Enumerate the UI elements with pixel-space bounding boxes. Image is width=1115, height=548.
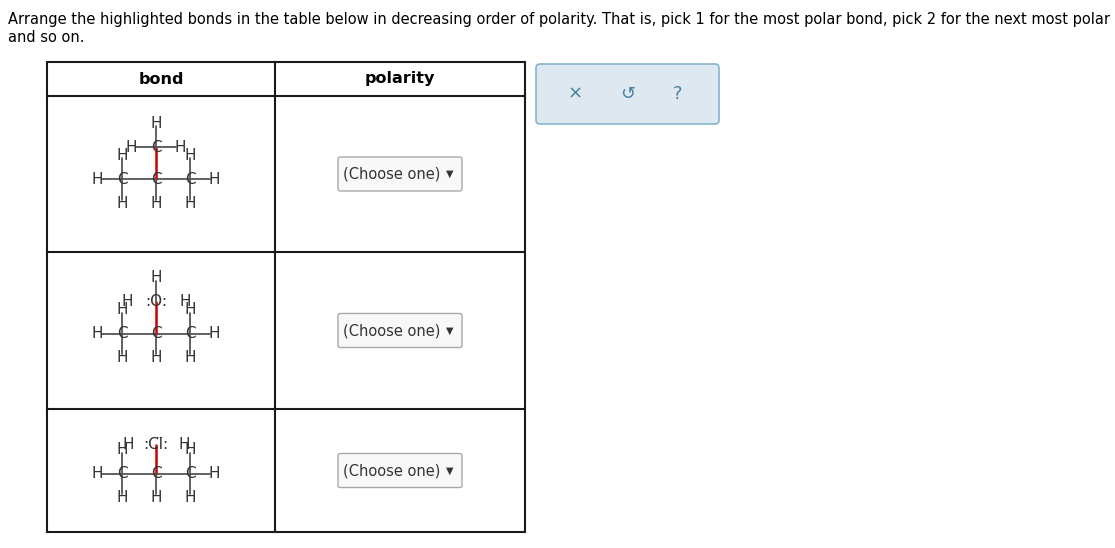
Text: ?: ?: [672, 85, 682, 103]
Text: H: H: [91, 172, 104, 186]
Text: ▼: ▼: [446, 465, 454, 476]
Text: H: H: [209, 172, 221, 186]
Text: ▼: ▼: [446, 169, 454, 179]
Text: H: H: [180, 294, 191, 309]
Text: ↺: ↺: [620, 85, 636, 103]
Text: ▼: ▼: [446, 326, 454, 335]
Text: H: H: [91, 326, 104, 341]
Text: C: C: [117, 326, 127, 341]
Text: C: C: [151, 172, 162, 186]
Text: C: C: [151, 140, 162, 155]
Text: H: H: [126, 140, 137, 155]
Text: polarity: polarity: [365, 71, 435, 87]
Text: H: H: [184, 196, 196, 210]
Text: H: H: [178, 437, 190, 452]
Text: (Choose one): (Choose one): [343, 463, 440, 478]
Bar: [47, 62, 525, 532]
Text: H: H: [91, 466, 104, 481]
Text: and so on.: and so on.: [8, 30, 85, 45]
Text: C: C: [151, 326, 162, 341]
Text: bond: bond: [138, 71, 184, 87]
FancyBboxPatch shape: [338, 313, 462, 347]
Text: H: H: [116, 442, 128, 457]
Text: C: C: [151, 466, 162, 481]
Text: H: H: [184, 350, 196, 365]
Text: H: H: [184, 490, 196, 505]
Text: H: H: [151, 490, 162, 505]
Text: H: H: [116, 147, 128, 163]
Text: :Cl̈:: :Cl̈:: [144, 437, 168, 452]
Text: H: H: [123, 437, 134, 452]
Text: Arrange the highlighted bonds in the table below in decreasing order of polarity: Arrange the highlighted bonds in the tab…: [8, 12, 1115, 27]
FancyBboxPatch shape: [338, 157, 462, 191]
Text: H: H: [122, 294, 133, 309]
Text: H: H: [151, 270, 162, 285]
Text: H: H: [116, 302, 128, 317]
Text: ×: ×: [568, 85, 583, 103]
Text: C: C: [185, 326, 195, 341]
Text: :O:: :O:: [145, 294, 167, 309]
Text: C: C: [185, 466, 195, 481]
Text: H: H: [184, 442, 196, 457]
Text: C: C: [117, 172, 127, 186]
Text: H: H: [151, 350, 162, 365]
Text: H: H: [151, 196, 162, 210]
Text: H: H: [116, 196, 128, 210]
Text: H: H: [116, 350, 128, 365]
Text: H: H: [184, 302, 196, 317]
Text: (Choose one): (Choose one): [343, 167, 440, 181]
Text: (Choose one): (Choose one): [343, 323, 440, 338]
Text: C: C: [185, 172, 195, 186]
Text: C: C: [117, 466, 127, 481]
Text: H: H: [175, 140, 186, 155]
FancyBboxPatch shape: [536, 64, 719, 124]
Text: H: H: [184, 147, 196, 163]
FancyBboxPatch shape: [338, 454, 462, 488]
Text: H: H: [116, 490, 128, 505]
Text: H: H: [209, 466, 221, 481]
Text: H: H: [151, 117, 162, 132]
Text: H: H: [209, 326, 221, 341]
